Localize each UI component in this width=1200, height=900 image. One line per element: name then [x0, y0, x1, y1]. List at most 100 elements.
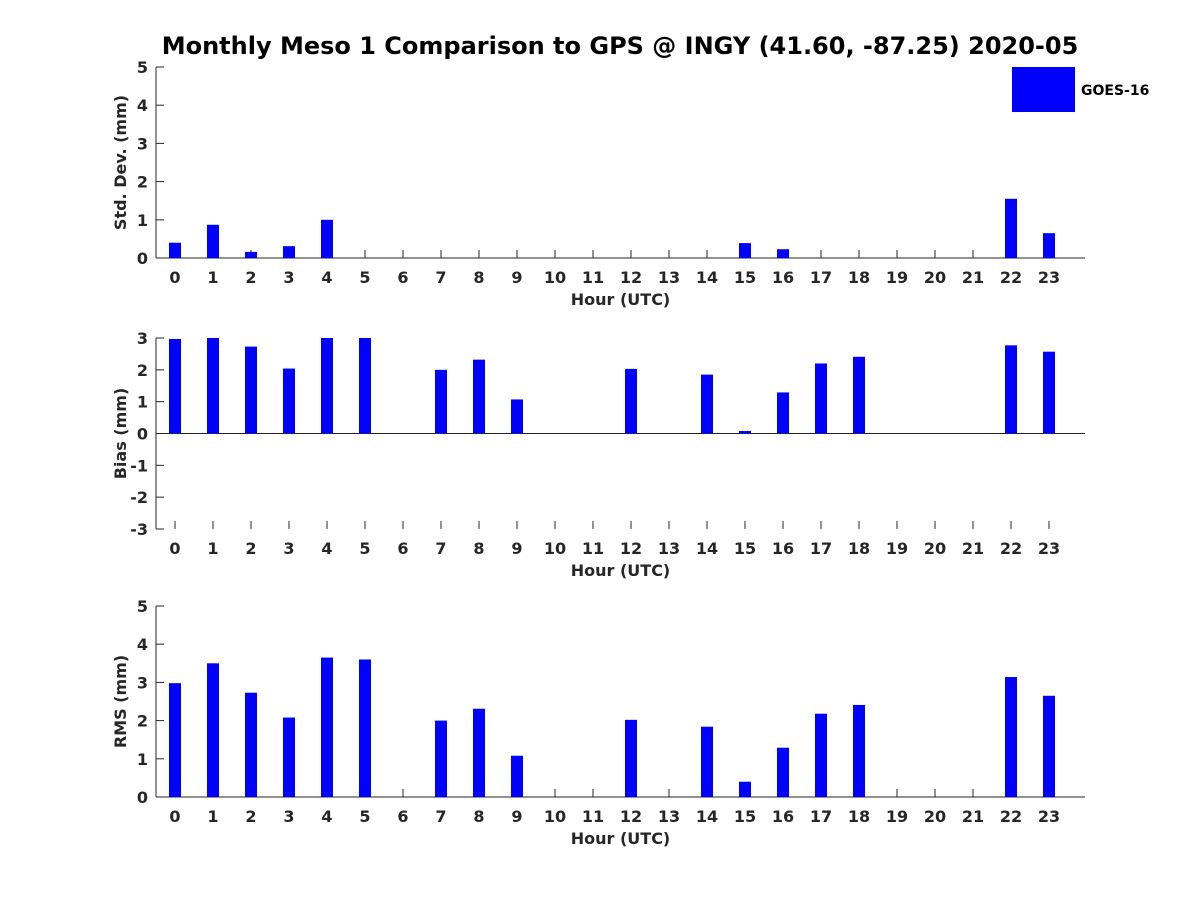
x-tick-label: 9	[511, 807, 522, 826]
x-tick-label: 1	[207, 268, 218, 287]
x-tick-label: 8	[473, 268, 484, 287]
x-tick-label: 15	[734, 268, 756, 287]
bar-stddev-hour-0	[169, 242, 181, 258]
x-tick-label: 14	[696, 268, 718, 287]
x-tick-label: 7	[435, 539, 446, 558]
x-tick-label: 16	[772, 807, 794, 826]
x-tick-label: 19	[886, 539, 908, 558]
x-axis-label: Hour (UTC)	[571, 290, 671, 309]
bar-rms-hour-22	[1005, 677, 1017, 797]
x-tick-label: 19	[886, 268, 908, 287]
y-tick-label: 4	[137, 96, 148, 115]
x-tick-label: 18	[848, 807, 870, 826]
bar-rms-hour-23	[1043, 695, 1055, 797]
bar-bias-hour-9	[511, 399, 523, 434]
x-tick-label: 21	[962, 539, 984, 558]
bar-stddev-hour-1	[207, 224, 219, 258]
x-tick-label: 12	[620, 807, 642, 826]
x-tick-label: 6	[397, 539, 408, 558]
bar-rms-hour-1	[207, 663, 219, 797]
y-axis-label: RMS (mm)	[111, 655, 130, 748]
x-tick-label: 4	[321, 807, 332, 826]
y-tick-label: 5	[137, 597, 148, 616]
x-axis-label: Hour (UTC)	[571, 561, 671, 580]
x-tick-label: 12	[620, 539, 642, 558]
chart-title: Monthly Meso 1 Comparison to GPS @ INGY …	[162, 32, 1079, 60]
y-tick-label: 3	[137, 134, 148, 153]
x-tick-label: 20	[924, 807, 946, 826]
x-tick-label: 4	[321, 268, 332, 287]
x-tick-label: 2	[245, 807, 256, 826]
x-tick-label: 10	[544, 268, 566, 287]
x-tick-label: 23	[1038, 807, 1060, 826]
y-tick-label: 0	[137, 425, 148, 444]
x-tick-label: 3	[283, 807, 294, 826]
x-tick-label: 7	[435, 807, 446, 826]
y-tick-label: 4	[137, 635, 148, 654]
x-tick-label: 0	[169, 539, 180, 558]
bar-bias-hour-16	[777, 392, 789, 434]
x-tick-label: 11	[582, 807, 604, 826]
y-tick-label: 0	[137, 249, 148, 268]
bar-bias-hour-15	[739, 430, 751, 434]
x-tick-label: 16	[772, 268, 794, 287]
bar-stddev-hour-2	[245, 251, 257, 258]
bar-bias-hour-14	[701, 374, 713, 434]
x-tick-label: 2	[245, 268, 256, 287]
x-tick-label: 5	[359, 807, 370, 826]
bar-bias-hour-12	[625, 368, 637, 434]
bar-rms-hour-12	[625, 719, 637, 797]
x-tick-label: 17	[810, 807, 832, 826]
y-axis-label: Std. Dev. (mm)	[111, 95, 130, 230]
bar-bias-hour-1	[207, 338, 219, 434]
y-axis-label: Bias (mm)	[111, 388, 130, 480]
bar-stddev-hour-16	[777, 249, 789, 258]
bar-rms-hour-16	[777, 747, 789, 797]
bar-stddev-hour-15	[739, 243, 751, 258]
x-tick-label: 22	[1000, 539, 1022, 558]
x-tick-label: 15	[734, 539, 756, 558]
bar-bias-hour-5	[359, 338, 371, 434]
x-tick-label: 0	[169, 807, 180, 826]
x-tick-label: 8	[473, 539, 484, 558]
x-tick-label: 14	[696, 539, 718, 558]
bar-rms-hour-2	[245, 692, 257, 797]
x-tick-label: 17	[810, 268, 832, 287]
x-tick-label: 20	[924, 268, 946, 287]
bar-bias-hour-3	[283, 368, 295, 434]
x-tick-label: 14	[696, 807, 718, 826]
x-tick-label: 22	[1000, 268, 1022, 287]
x-tick-label: 3	[283, 539, 294, 558]
bar-bias-hour-0	[169, 338, 181, 434]
bar-bias-hour-7	[435, 369, 447, 434]
x-tick-label: 12	[620, 268, 642, 287]
y-tick-label: 0	[137, 788, 148, 807]
legend-swatch	[1012, 67, 1075, 112]
bar-rms-hour-5	[359, 659, 371, 797]
x-tick-label: 20	[924, 539, 946, 558]
bar-stddev-hour-22	[1005, 198, 1017, 258]
bar-rms-hour-14	[701, 726, 713, 797]
bar-stddev-hour-4	[321, 219, 333, 258]
x-tick-label: 11	[582, 268, 604, 287]
x-tick-label: 4	[321, 539, 332, 558]
x-tick-label: 1	[207, 539, 218, 558]
bar-rms-hour-9	[511, 755, 523, 797]
bar-bias-hour-2	[245, 346, 257, 434]
x-tick-label: 6	[397, 268, 408, 287]
x-tick-label: 15	[734, 807, 756, 826]
legend-label: GOES-16	[1081, 83, 1149, 99]
x-tick-label: 2	[245, 539, 256, 558]
y-tick-label: 1	[137, 393, 148, 412]
y-tick-label: -3	[130, 520, 148, 539]
x-tick-label: 18	[848, 268, 870, 287]
x-tick-label: 21	[962, 268, 984, 287]
bar-rms-hour-4	[321, 657, 333, 797]
bar-bias-hour-4	[321, 338, 333, 434]
x-tick-label: 7	[435, 268, 446, 287]
bar-rms-hour-3	[283, 717, 295, 797]
x-tick-label: 8	[473, 807, 484, 826]
